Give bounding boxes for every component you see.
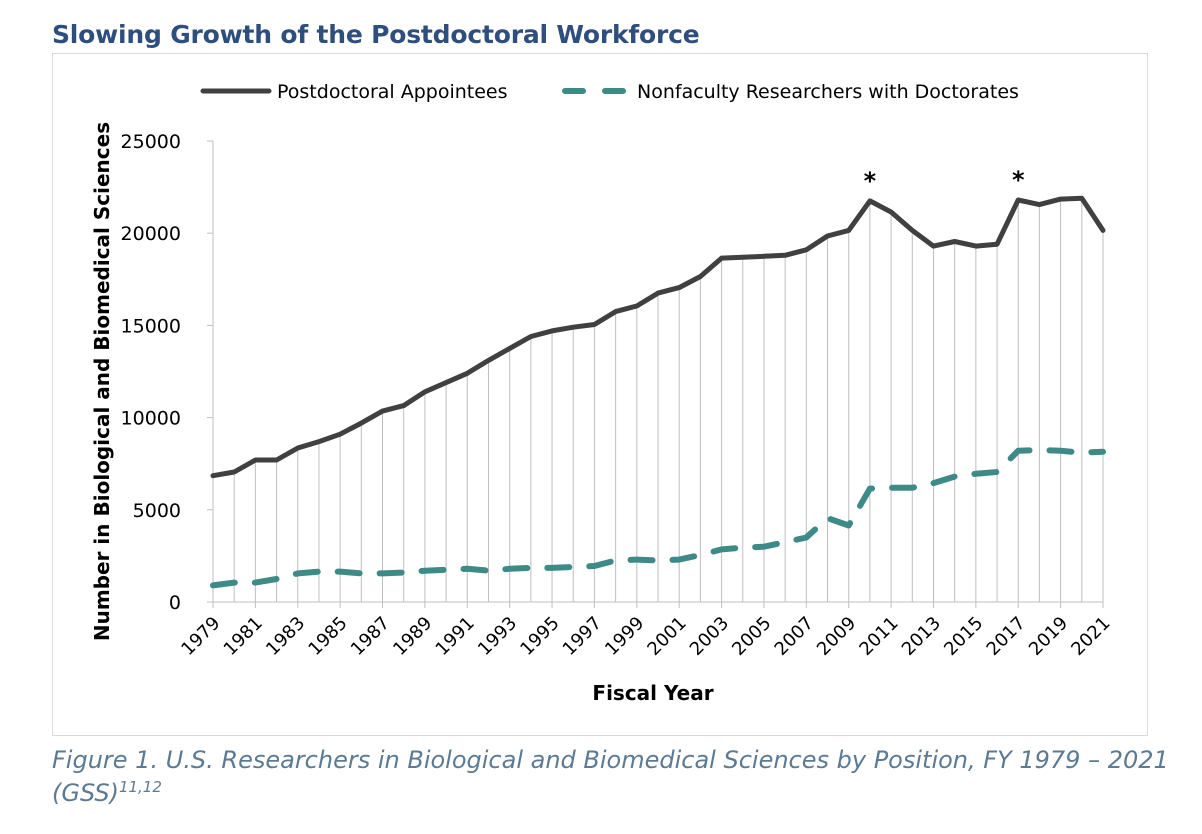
series-line-nonfaculty-researchers: [210, 446, 1106, 589]
figure-title: Slowing Growth of the Postdoctoral Workf…: [52, 20, 700, 49]
x-tick-label: 1985: [304, 613, 351, 660]
y-tick-label: 20000: [121, 223, 181, 245]
series-line-postdoctoral-appointees: [210, 195, 1106, 479]
figure-caption: Figure 1. U.S. Researchers in Biological…: [52, 744, 1192, 810]
x-tick-label: 1981: [220, 613, 267, 660]
x-tick-label: 2021: [1067, 613, 1114, 660]
figure-caption-superscript: 11,12: [118, 778, 162, 796]
y-axis-title: Number in Biological and Biomedical Scie…: [90, 122, 114, 641]
x-tick-label: 2019: [1025, 613, 1072, 660]
x-tick-label: 1989: [389, 613, 436, 660]
x-tick-label: 1997: [559, 613, 606, 660]
legend-label: Postdoctoral Appointees: [277, 81, 508, 103]
x-tick-label: 2013: [898, 613, 945, 660]
x-tick-label: 2003: [686, 613, 733, 660]
x-tick-label: 2015: [940, 613, 987, 660]
line-chart: 0500010000150002000025000197919811983198…: [90, 81, 1115, 705]
figure-caption-text: Figure 1. U.S. Researchers in Biological…: [52, 746, 1169, 807]
x-tick-label: 2005: [728, 613, 775, 660]
y-tick-label: 5000: [133, 500, 181, 522]
x-tick-label: 1983: [262, 613, 309, 660]
y-tick-label: 10000: [121, 408, 181, 430]
y-tick-label: 25000: [121, 131, 181, 153]
axis-labels: Fiscal Year Number in Biological and Biom…: [90, 122, 714, 705]
x-tick-label: 1991: [432, 613, 479, 660]
x-tick-label: 1979: [177, 613, 224, 660]
y-tick-label: 15000: [121, 315, 181, 337]
legend: Postdoctoral Appointees Nonfaculty Resear…: [200, 81, 1019, 103]
annotation-asterisk: *: [864, 167, 877, 195]
legend-label: Nonfaculty Researchers with Doctorates: [637, 81, 1019, 103]
x-tick-label: 2001: [643, 613, 690, 660]
vertical-gridlines: [212, 198, 1104, 602]
x-tick-label: 1987: [347, 613, 394, 660]
series-lines: [210, 195, 1106, 589]
x-tick-label: 1995: [516, 613, 563, 660]
chart-frame: 0 5000 10000 15000 20000 25000 1979 1981 1983 198…: [52, 53, 1148, 736]
x-tick-label: 2017: [983, 613, 1030, 660]
x-tick-label: 2007: [771, 613, 818, 660]
x-tick-label: 1993: [474, 613, 521, 660]
x-tick-label: 1999: [601, 613, 648, 660]
annotations: * *: [864, 166, 1025, 195]
annotation-asterisk: *: [1012, 166, 1025, 194]
x-tick-label: 2011: [855, 613, 902, 660]
x-tick-label: 2009: [813, 613, 860, 660]
y-tick-label: 0: [169, 592, 181, 614]
x-axis-title: Fiscal Year: [592, 681, 713, 705]
